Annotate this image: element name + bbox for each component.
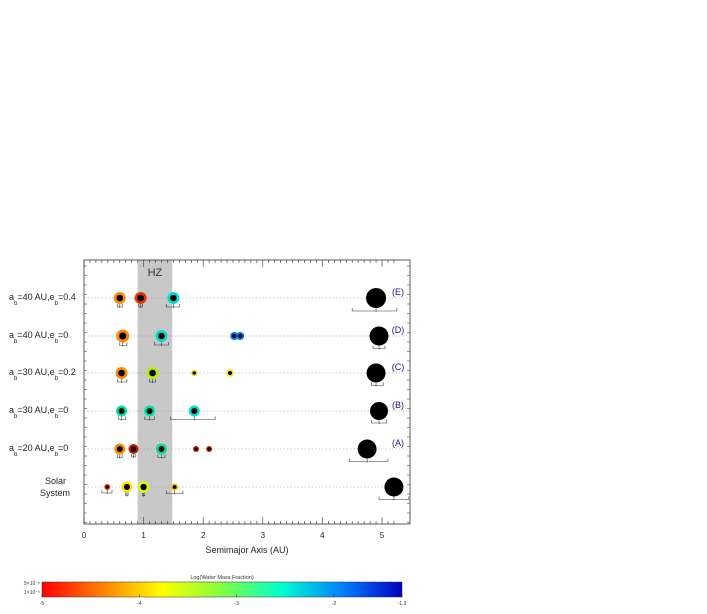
- planet-core: [137, 294, 144, 302]
- row-label-asub: b: [14, 301, 18, 307]
- row-label-end: =0: [58, 443, 68, 453]
- row-label-a: a: [9, 443, 14, 453]
- planet-core: [207, 447, 211, 451]
- row-label: ab=40 AU,eb=0.4: [9, 292, 76, 307]
- planet-core: [170, 294, 177, 302]
- colorbar-note: 5×10⁻⁵: [24, 581, 40, 587]
- colorbar-tick-label: -1.3: [398, 601, 407, 607]
- colorbar-gradient: [41, 581, 403, 598]
- row-label-a: a: [9, 292, 14, 302]
- error-bar: [165, 304, 180, 308]
- plot-frame: [83, 259, 411, 525]
- planet-core: [158, 445, 165, 453]
- planet-marker: [369, 326, 389, 346]
- row-label-mid: =30 AU,e: [17, 405, 54, 415]
- error-bar: [170, 416, 216, 420]
- colorbar-note: 1×10⁻⁵: [24, 590, 40, 596]
- row-label-asub: b: [14, 452, 18, 458]
- planet-core: [116, 445, 123, 453]
- planet-core: [105, 485, 109, 489]
- row-label-asub: b: [14, 376, 18, 382]
- row-label-esub: b: [55, 339, 59, 345]
- error-bar: [119, 342, 128, 346]
- row-label-a: a: [9, 330, 14, 340]
- planet-core: [146, 407, 153, 415]
- planet-marker: [370, 402, 389, 420]
- row-label: ab=30 AU,eb=0: [9, 405, 68, 420]
- row-label: ab=20 AU,eb=0: [9, 443, 68, 458]
- row-label-mid: =40 AU,e: [17, 292, 54, 302]
- row-label: ab=30 AU,eb=0.2: [9, 367, 76, 382]
- colorbar-tick-label: -3: [234, 601, 239, 607]
- colorbar-title: Log(Water Mass Fraction): [190, 575, 254, 581]
- planet-core: [231, 333, 237, 339]
- error-bar: [370, 382, 384, 386]
- case-label: (C): [392, 362, 405, 372]
- planet-core: [158, 332, 165, 340]
- case-label: (D): [392, 325, 405, 335]
- planet-core: [118, 369, 125, 377]
- planet-core: [227, 370, 233, 376]
- row-label-esub: b: [55, 452, 59, 458]
- planet-core: [140, 483, 147, 491]
- planet-core: [116, 294, 124, 302]
- x-tick-label: 1: [141, 531, 146, 540]
- error-bar: [117, 379, 128, 383]
- x-tick-label: 2: [201, 531, 206, 540]
- colorbar: Log(Water Mass Fraction) -5 -4 -3 -2 -1.3 5×10…: [24, 575, 407, 607]
- row-label-asub: b: [14, 414, 18, 420]
- planet-marker: [357, 439, 377, 459]
- planet-core: [194, 447, 198, 451]
- planet-marker: [384, 477, 404, 497]
- row-label-mid: =30 AU,e: [17, 367, 54, 377]
- x-tick-label: 0: [82, 531, 87, 540]
- planet-core: [191, 407, 198, 415]
- row-label-a: a: [9, 405, 14, 415]
- row-label-end: =0.2: [58, 367, 76, 377]
- row-label-mid: =40 AU,e: [17, 330, 54, 340]
- row-label-a: a: [9, 367, 14, 377]
- row-label-asub: b: [14, 339, 18, 345]
- row-label-end: =0.4: [58, 292, 76, 302]
- colorbar-tick-label: -2: [332, 601, 337, 607]
- case-label: (E): [392, 287, 404, 297]
- planet-core: [118, 407, 125, 415]
- error-bar: [351, 308, 398, 312]
- colorbar-tick-label: -5: [40, 601, 45, 607]
- colorbar-tick-label: -4: [137, 601, 142, 607]
- row-label-esub: b: [55, 376, 59, 382]
- planet-core: [130, 446, 137, 452]
- row-label-mid: =20 AU,e: [17, 443, 54, 453]
- row-label: System: [40, 488, 70, 498]
- planet-core: [192, 371, 196, 375]
- hz-label: HZ: [148, 267, 163, 279]
- row-label: Solar: [45, 476, 66, 486]
- row-label: ab=40 AU,eb=0: [9, 330, 68, 345]
- error-bar: [118, 416, 127, 420]
- case-label: (A): [392, 438, 404, 448]
- planet-core: [119, 332, 127, 340]
- planet-core: [172, 485, 177, 489]
- planet-marker: [366, 288, 387, 308]
- error-bar: [348, 458, 389, 462]
- x-tick-label: 5: [380, 531, 385, 540]
- row-label-end: =0: [58, 405, 68, 415]
- planet-core: [123, 483, 130, 491]
- row-label-end: =0: [58, 330, 68, 340]
- x-tick-label: 3: [261, 531, 266, 540]
- planet-marker: [366, 363, 386, 383]
- case-label: (B): [392, 400, 404, 410]
- row-label-esub: b: [55, 414, 59, 420]
- x-tick-label: 4: [320, 531, 325, 540]
- planet-core: [237, 333, 243, 339]
- row-label-esub: b: [55, 301, 59, 307]
- planet-core: [149, 369, 156, 377]
- x-axis-label: Semimajor Axis (AU): [205, 545, 288, 555]
